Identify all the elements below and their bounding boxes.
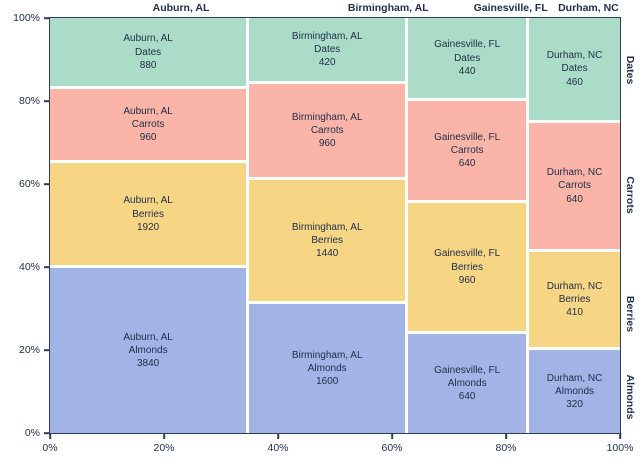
mosaic-segment-almonds: Birmingham, AL Almonds 1600 [249,303,406,434]
x-tick-label: 0% [42,442,58,454]
x-tick-mark [277,433,279,439]
mosaic-segment-berries: Birmingham, AL Berries 1440 [249,180,406,301]
right-category-label: Berries [624,295,636,333]
segment-label: Auburn, AL Dates 880 [123,33,173,71]
segment-label: Durham, NC Carrots 640 [546,167,603,205]
column-header: Durham, NC [558,2,619,14]
mosaic-column: Birmingham, AL Dates 420 Birmingham, AL Carr… [249,18,406,434]
x-tick-mark [619,433,621,439]
mosaic-segment-dates: Gainesville, FL Dates 440 [408,18,527,99]
segment-label: Auburn, AL Berries 1920 [123,195,173,233]
column-header: Gainesville, FL [473,2,548,14]
mosaic-grid: Auburn, AL Dates 880 Auburn, AL Carrots 960 Au… [50,18,621,434]
mosaic-column: Auburn, AL Dates 880 Auburn, AL Carrots 960 Au… [50,18,247,433]
y-tick-label: 40% [18,261,40,273]
column-header: Birmingham, AL [347,2,429,14]
segment-label: Birmingham, AL Almonds 1600 [291,349,363,387]
mosaic-segment-carrots: Auburn, AL Carrots 960 [50,89,247,161]
segment-label: Gainesville, FL Berries 960 [434,248,501,286]
mosaic-column: Gainesville, FL Dates 440 Gainesville, FL Ca… [408,18,527,434]
right-category-label: Dates [624,55,636,85]
y-tick-mark [44,266,50,268]
y-tick-mark [44,183,50,185]
x-tick-label: 100% [606,442,634,454]
x-tick-label: 20% [153,442,175,454]
mosaic-segment-dates: Auburn, AL Dates 880 [50,18,247,87]
mosaic-segment-berries: Auburn, AL Berries 1920 [50,163,247,266]
x-tick-label: 60% [381,442,403,454]
x-tick-mark [49,433,51,439]
y-tick-label: 0% [24,427,40,439]
y-tick-label: 60% [18,178,40,190]
y-tick-label: 100% [13,12,40,24]
segment-label: Auburn, AL Carrots 960 [123,105,173,144]
segment-label: Gainesville, FL Carrots 640 [434,131,501,170]
segment-label: Birmingham, AL Dates 420 [291,30,363,69]
segment-label: Gainesville, FL Almonds 640 [434,364,501,403]
mosaic-segment-berries: Gainesville, FL Berries 960 [408,202,527,332]
segment-label: Durham, NC Almonds 320 [546,372,603,411]
x-tick-label: 80% [495,442,517,454]
y-tick-label: 80% [18,95,40,107]
y-tick-label: 20% [18,344,40,356]
y-tick-mark [44,349,50,351]
x-tick-mark [163,433,165,439]
mosaic-segment-carrots: Gainesville, FL Carrots 640 [408,101,527,200]
x-tick-mark [505,433,507,439]
mosaic-segment-berries: Durham, NC Berries 410 [529,252,621,348]
right-category-label: Almonds [624,374,636,420]
segment-label: Durham, NC Berries 410 [546,280,603,319]
plot-area: Auburn, AL Dates 880 Auburn, AL Carrots 960 Au… [13,2,636,454]
mosaic-segment-carrots: Durham, NC Carrots 640 [529,122,621,250]
segment-label: Durham, NC Dates 460 [546,50,603,88]
x-tick-mark [391,433,393,439]
mosaic-segment-dates: Birmingham, AL Dates 420 [249,18,406,82]
y-tick-mark [44,17,50,19]
mosaic-segment-dates: Durham, NC Dates 460 [529,18,621,120]
segment-label: Auburn, AL Almonds 3840 [123,331,173,370]
mosaic-segment-almonds: Durham, NC Almonds 320 [529,350,621,433]
mosaic-segment-almonds: Auburn, AL Almonds 3840 [50,268,247,433]
segment-label: Birmingham, AL Carrots 960 [291,112,363,150]
y-tick-mark [44,100,50,102]
segment-label: Gainesville, FL Dates 440 [434,39,501,77]
mosaic-segment-almonds: Gainesville, FL Almonds 640 [408,334,527,434]
y-tick-mark [44,432,50,434]
segment-label: Birmingham, AL Berries 1440 [291,221,363,260]
mosaic-column: Durham, NC Dates 460 Durham, NC Carrots 640 Du… [529,18,621,433]
x-tick-label: 40% [267,442,289,454]
right-category-label: Carrots [624,176,636,214]
mosaic-segment-carrots: Birmingham, AL Carrots 960 [249,84,406,178]
column-header: Auburn, AL [152,2,210,14]
